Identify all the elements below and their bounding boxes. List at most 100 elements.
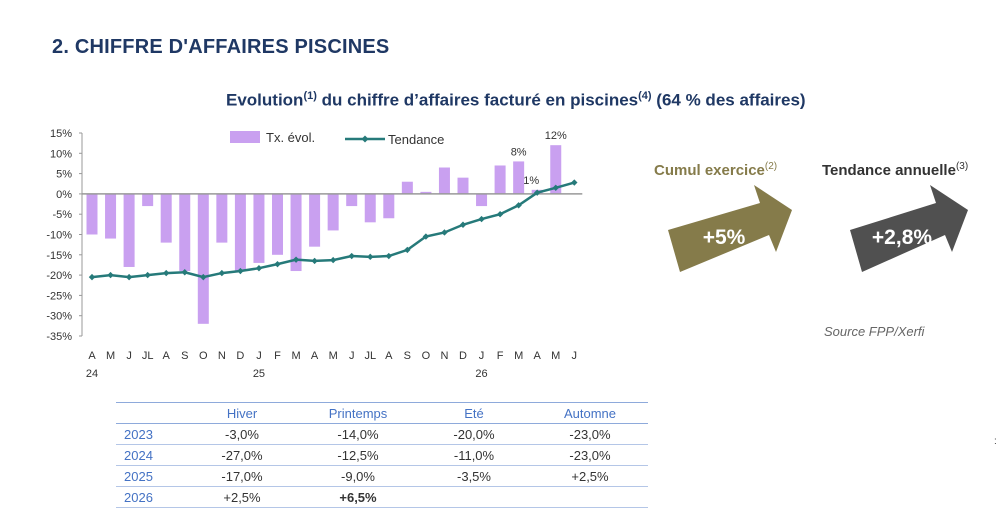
x-tick-label: N <box>218 350 226 362</box>
bar <box>216 193 228 243</box>
y-tick-label: -10% <box>46 230 72 242</box>
table-cell-ete <box>416 486 532 508</box>
trend-point <box>125 273 133 281</box>
trend-point <box>515 202 522 209</box>
bar <box>438 167 450 194</box>
bar <box>179 193 191 272</box>
stray-mark: : <box>994 436 997 447</box>
trend-point <box>181 269 188 276</box>
bar-value-label: 8% <box>511 146 527 158</box>
table-header-printemps: Printemps <box>300 402 416 424</box>
x-year-label: 26 <box>475 368 487 380</box>
chart-title-tail: (64 % des affaires) <box>651 90 806 110</box>
x-tick-label: A <box>534 350 542 362</box>
bar <box>123 193 135 267</box>
trend-point <box>348 252 355 260</box>
tendance-value: +2,8% <box>871 226 933 249</box>
legend-label-tx-evol: Tx. évol. <box>266 130 315 145</box>
table-cell-hiver: -27,0% <box>184 444 300 466</box>
trend-point <box>422 233 430 240</box>
bar <box>513 161 525 194</box>
x-year-label: 25 <box>253 368 265 380</box>
table-cell-ete: -3,5% <box>416 465 532 487</box>
trend-point <box>255 264 263 272</box>
x-tick-label: JL <box>142 350 154 362</box>
x-tick-label: A <box>88 350 96 362</box>
x-tick-label: M <box>551 350 560 362</box>
bar <box>290 193 302 272</box>
y-tick-label: 5% <box>56 169 72 181</box>
x-tick-label: S <box>404 350 411 362</box>
source-note: Source FPP/Xerfi <box>824 324 925 339</box>
x-tick-label: A <box>163 350 171 362</box>
table-cell-printemps: -14,0% <box>300 423 416 445</box>
x-tick-label: M <box>106 350 115 362</box>
table-header-row: Hiver Printemps Eté Automne <box>116 402 648 424</box>
trend-point <box>459 221 467 228</box>
tendance-label-text: Tendance annuelle <box>822 162 956 179</box>
tendance-footnote: (3) <box>955 161 969 172</box>
bar <box>364 193 376 223</box>
bar <box>86 193 98 235</box>
chart-title-mid: du chiffre d’affaires facturé en piscine… <box>316 90 639 110</box>
bar <box>105 193 117 239</box>
table-cell-year: 2025 <box>116 465 184 487</box>
x-tick-label: M <box>329 350 338 362</box>
table-row: 2024 -27,0% -12,5% -11,0% -23,0% <box>116 444 648 466</box>
bar <box>401 181 413 194</box>
table-header-hiver: Hiver <box>184 402 300 424</box>
bar <box>476 193 488 207</box>
table-cell-automne: -23,0% <box>532 444 648 466</box>
table-row: 2023 -3,0% -14,0% -20,0% -23,0% <box>116 423 648 445</box>
x-tick-label: A <box>385 350 393 362</box>
y-tick-label: 10% <box>50 148 72 160</box>
table-cell-hiver: -17,0% <box>184 465 300 487</box>
table-cell-automne: -23,0% <box>532 423 648 445</box>
bar <box>142 193 154 207</box>
x-tick-label: J <box>256 350 262 362</box>
y-tick-label: 15% <box>50 128 72 140</box>
trend-point <box>441 229 448 236</box>
chart-title-footnote-4: (4) <box>638 90 652 102</box>
bar-value-label: 1% <box>523 175 539 187</box>
table-cell-printemps: +6,5% <box>300 486 416 508</box>
x-tick-label: D <box>236 350 244 362</box>
table-cell-hiver: +2,5% <box>184 486 300 508</box>
tendance-label: Tendance annuelle(3) <box>822 161 968 179</box>
x-tick-label: O <box>422 350 431 362</box>
x-tick-label: F <box>497 350 504 362</box>
y-tick-label: -30% <box>46 311 72 323</box>
x-tick-label: J <box>126 350 132 362</box>
y-tick-label: 0% <box>56 189 72 201</box>
table-header-empty <box>116 402 184 424</box>
legend-swatch-tx-evol <box>230 131 260 143</box>
legend-marker-tendance <box>361 135 369 143</box>
trend-point <box>200 273 207 281</box>
x-tick-label: A <box>311 350 319 362</box>
table-cell-automne: +2,5% <box>532 465 648 487</box>
table-cell-ete: -20,0% <box>416 423 532 445</box>
trend-point <box>163 269 170 277</box>
x-tick-label: N <box>440 350 448 362</box>
trend-point <box>367 253 374 261</box>
x-tick-label: D <box>459 350 467 362</box>
bar-value-label: 12% <box>545 130 567 142</box>
table-header-ete: Eté <box>416 402 532 424</box>
x-tick-label: J <box>349 350 355 362</box>
trend-point <box>552 184 559 192</box>
table-cell-year: 2023 <box>116 423 184 445</box>
table-row: 2025 -17,0% -9,0% -3,5% +2,5% <box>116 465 648 487</box>
trend-point <box>218 269 226 277</box>
cumul-label-text: Cumul exercice <box>654 162 765 179</box>
table-cell-year: 2026 <box>116 486 184 508</box>
cumul-arrow-shape <box>668 185 792 272</box>
table-row: 2026 +2,5% +6,5% <box>116 486 648 508</box>
bar <box>550 145 562 194</box>
y-tick-label: -20% <box>46 270 72 282</box>
trend-point <box>496 211 504 218</box>
trend-point <box>292 256 300 263</box>
bar <box>272 193 283 255</box>
bar <box>327 193 339 231</box>
trend-point <box>404 246 411 254</box>
bar <box>197 193 209 324</box>
